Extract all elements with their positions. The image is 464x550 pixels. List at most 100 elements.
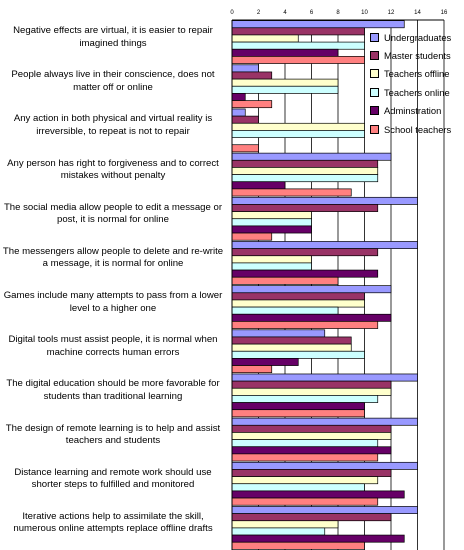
category-label-1: Negative effects are virtual, it is easi… bbox=[13, 25, 213, 49]
x-tick-label-6: 6 bbox=[310, 10, 314, 16]
category-label-3: Any action in both physical and virtual … bbox=[13, 113, 213, 137]
x-tick-label-8: 8 bbox=[336, 10, 340, 16]
bar-9-undergraduates bbox=[231, 373, 418, 382]
category-label-12: Iterative actions help to assimilate the… bbox=[13, 510, 213, 535]
bar-8-teachers-offline bbox=[231, 343, 352, 352]
bar-3-school-teachers bbox=[231, 144, 259, 153]
category-label-11: Distance learning and remote work should… bbox=[14, 466, 212, 491]
bar-7-teachers-offline bbox=[231, 299, 365, 308]
legend-swatch bbox=[370, 106, 379, 116]
category-label-2: People always live in their conscience, … bbox=[11, 69, 215, 93]
bar-1-teachers-online bbox=[231, 41, 365, 50]
bar-4-teachers-offline bbox=[231, 167, 379, 175]
bar-1-school-teachers bbox=[231, 56, 365, 64]
legend-swatch bbox=[370, 124, 379, 134]
legend-item-master-students: Master students bbox=[370, 46, 462, 64]
bar-5-master-students bbox=[231, 204, 379, 212]
x-tick-label-14: 14 bbox=[414, 10, 421, 16]
legend-item-teachers-offline: Teachers offline bbox=[370, 65, 462, 83]
bar-4-undergraduates bbox=[231, 152, 392, 161]
x-tick-label-0: 0 bbox=[230, 10, 234, 16]
bar-10-undergraduates bbox=[231, 417, 418, 426]
bar-3-master-students bbox=[231, 115, 259, 124]
bar-2-master-students bbox=[231, 71, 273, 80]
legend-swatch bbox=[370, 32, 379, 42]
bar-5-undergraduates bbox=[231, 196, 418, 205]
bar-12-master-students bbox=[231, 513, 392, 522]
bar-1-master-students bbox=[231, 27, 365, 36]
bar-1-adminstration bbox=[231, 48, 339, 57]
bar-6-undergraduates bbox=[231, 241, 418, 249]
bar-9-school-teachers bbox=[231, 409, 365, 418]
bar-1-teachers-offline bbox=[231, 34, 299, 43]
bar-10-master-students bbox=[231, 424, 392, 433]
bar-2-undergraduates bbox=[231, 64, 259, 73]
legend-label: Adminstration bbox=[384, 105, 442, 117]
bar-5-school-teachers bbox=[231, 232, 273, 241]
category-label-9: The digital education should be more fav… bbox=[6, 378, 220, 402]
legend-item-school-teachers: School teachers bbox=[370, 120, 462, 138]
bar-6-master-students bbox=[231, 248, 379, 257]
category-label-8: Digital tools must assist people, it is … bbox=[8, 334, 218, 358]
bar-9-teachers-online bbox=[231, 395, 379, 403]
legend-swatch bbox=[370, 51, 379, 61]
bar-7-adminstration bbox=[231, 313, 392, 322]
bar-10-school-teachers bbox=[231, 453, 379, 462]
bar-11-teachers-offline bbox=[231, 476, 379, 485]
bar-7-master-students bbox=[231, 292, 365, 301]
bar-8-adminstration bbox=[231, 358, 299, 366]
bar-9-adminstration bbox=[231, 402, 365, 411]
legend-label: Master students bbox=[384, 50, 451, 62]
legend-item-teachers-online: Teachers online bbox=[370, 83, 462, 101]
bar-3-undergraduates bbox=[231, 108, 246, 117]
bar-12-teachers-online bbox=[231, 527, 326, 536]
category-label-6: The messengers allow people to delete an… bbox=[2, 245, 224, 270]
bar-11-teachers-online bbox=[231, 483, 365, 492]
legend-swatch bbox=[370, 69, 379, 79]
category-label-10: The design of remote learning is to help… bbox=[5, 422, 221, 447]
bar-4-master-students bbox=[231, 159, 379, 168]
bar-9-teachers-offline bbox=[231, 387, 392, 396]
bar-2-teachers-offline bbox=[231, 78, 339, 87]
category-label-7: Games include many attempts to pass from… bbox=[3, 290, 223, 314]
bar-6-school-teachers bbox=[231, 276, 339, 285]
x-tick-label-16: 16 bbox=[441, 10, 448, 16]
bar-8-undergraduates bbox=[231, 329, 326, 338]
bar-11-undergraduates bbox=[231, 461, 418, 470]
legend-swatch bbox=[370, 87, 379, 97]
bar-5-teachers-offline bbox=[231, 211, 312, 220]
bar-4-adminstration bbox=[231, 181, 286, 190]
category-label-4: Any person has right to forgiveness and … bbox=[7, 157, 219, 182]
bar-7-school-teachers bbox=[231, 321, 379, 329]
bar-2-adminstration bbox=[231, 93, 246, 101]
legend-label: Teachers online bbox=[384, 86, 450, 98]
legend-label: Teachers offline bbox=[384, 68, 450, 80]
bar-5-adminstration bbox=[231, 225, 312, 234]
bar-6-teachers-offline bbox=[231, 255, 312, 264]
x-tick-label-10: 10 bbox=[361, 10, 368, 16]
bar-7-teachers-online bbox=[231, 306, 339, 315]
bar-4-teachers-online bbox=[231, 174, 379, 183]
legend-item-undergraduates: Undergraduates bbox=[370, 28, 462, 46]
bar-8-school-teachers bbox=[231, 365, 273, 374]
bar-11-school-teachers bbox=[231, 497, 379, 506]
legend-item-adminstration: Adminstration bbox=[370, 102, 462, 120]
bar-6-teachers-online bbox=[231, 262, 312, 271]
bar-7-undergraduates bbox=[231, 285, 392, 294]
bar-12-undergraduates bbox=[231, 506, 418, 514]
bar-12-adminstration bbox=[231, 534, 405, 543]
bar-3-teachers-online bbox=[231, 130, 365, 138]
category-label-5: The social media allow people to edit a … bbox=[3, 201, 223, 226]
bar-1-undergraduates bbox=[231, 20, 405, 29]
bar-8-master-students bbox=[231, 336, 352, 345]
legend-label: School teachers bbox=[384, 123, 452, 135]
x-tick-label-4: 4 bbox=[283, 10, 287, 16]
bar-11-adminstration bbox=[231, 490, 405, 499]
bar-12-school-teachers bbox=[231, 541, 365, 550]
bar-11-master-students bbox=[231, 469, 392, 477]
bar-5-teachers-online bbox=[231, 218, 312, 227]
bar-3-teachers-offline bbox=[231, 122, 365, 131]
bar-10-teachers-offline bbox=[231, 432, 392, 440]
x-tick-label-2: 2 bbox=[257, 10, 261, 16]
